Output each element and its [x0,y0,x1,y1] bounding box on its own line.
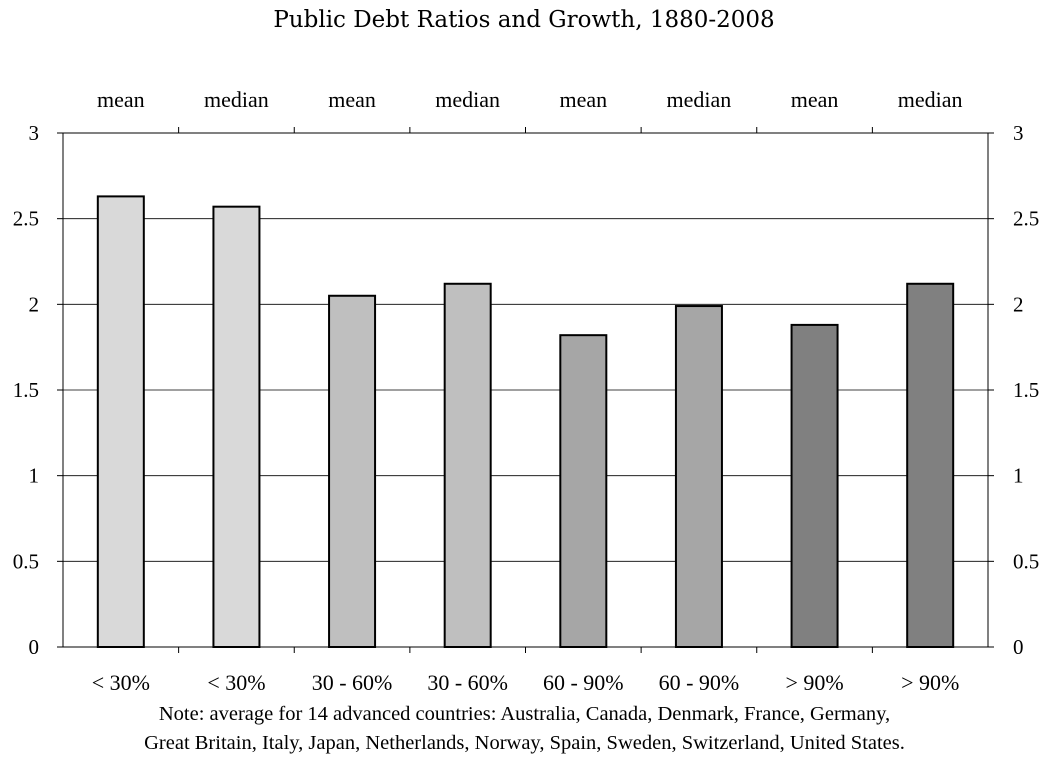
footnote-line-2: Great Britain, Italy, Japan, Netherlands… [144,732,905,754]
axis-ticks [57,127,994,653]
y-tick-label-right: 3 [1013,121,1024,145]
stat-label: mean [97,87,145,112]
y-tick-label-right: 0 [1013,635,1024,659]
category-label: 30 - 60% [312,670,393,695]
category-label: 60 - 90% [659,670,740,695]
category-label: > 90% [901,670,959,695]
y-tick-label-right: 1.5 [1013,378,1039,402]
footnote-line-1: Note: average for 14 advanced countries:… [158,703,891,725]
bars [96,195,955,648]
y-tick-label-left: 3 [29,121,40,145]
footnote: Note: average for 14 advanced countries:… [0,700,1049,758]
category-label: 30 - 60% [427,670,508,695]
y-tick-label-left: 1 [29,464,40,488]
bar [443,282,492,648]
y-tick-label-right: 1 [1013,464,1024,488]
left-y-axis-labels: 0 0.5 1 1.5 2 2.5 3 [13,121,39,659]
stat-label: median [667,87,732,112]
bar [212,205,261,648]
bar [906,282,955,648]
gridlines [63,218,988,562]
chart-title: Public Debt Ratios and Growth, 1880-2008 [273,7,774,33]
category-label: > 90% [785,670,843,695]
y-tick-label-left: 2.5 [13,207,39,231]
bar [790,323,839,648]
y-tick-label-left: 0 [29,635,40,659]
stat-label: median [435,87,500,112]
y-tick-label-right: 2.5 [1013,207,1039,231]
y-tick-label-left: 1.5 [13,378,39,402]
stat-label: mean [791,87,839,112]
top-stat-labels: mean median mean median mean median mean median [97,87,963,112]
stat-label: median [204,87,269,112]
stat-label: mean [328,87,376,112]
stat-label: mean [559,87,607,112]
bar [328,294,377,648]
y-tick-label-left: 2 [29,292,40,316]
y-tick-label-right: 0.5 [1013,549,1039,573]
right-y-axis-labels: 0 0.5 1 1.5 2 2.5 3 [1013,121,1039,659]
category-label: 60 - 90% [543,670,624,695]
category-label: < 30% [207,670,265,695]
bar [674,305,723,648]
y-tick-label-right: 2 [1013,292,1024,316]
bar [96,195,145,648]
stat-label: median [898,87,963,112]
bottom-category-labels: < 30% < 30% 30 - 60% 30 - 60% 60 - 90% 60 - 9… [92,670,960,695]
chart: Public Debt Ratios and Growth, 1880-2008… [13,7,1040,695]
category-label: < 30% [92,670,150,695]
y-tick-label-left: 0.5 [13,549,39,573]
bar [559,334,608,648]
